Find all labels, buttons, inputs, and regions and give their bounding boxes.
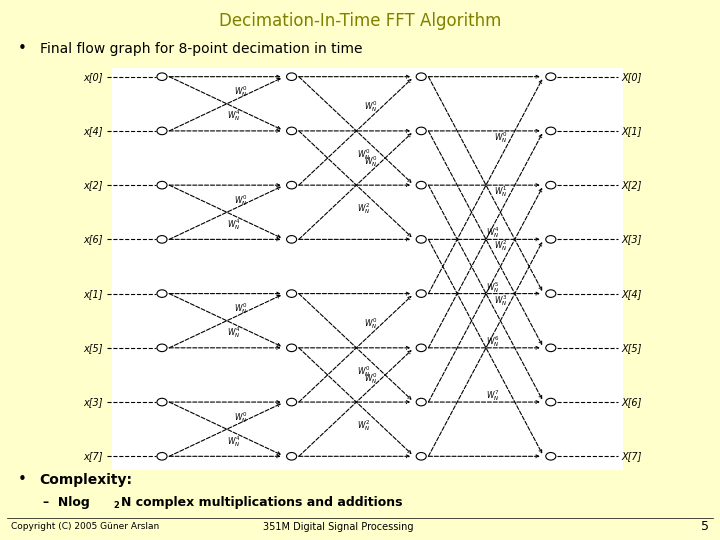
Text: •: • <box>18 41 27 56</box>
Circle shape <box>546 344 556 352</box>
Text: Decimation-In-Time FFT Algorithm: Decimation-In-Time FFT Algorithm <box>219 11 501 30</box>
Circle shape <box>157 399 167 406</box>
Text: $W_N^{0}$: $W_N^{0}$ <box>364 371 377 386</box>
Circle shape <box>157 127 167 134</box>
Text: $W_N^{2}$: $W_N^{2}$ <box>494 239 507 253</box>
Circle shape <box>546 235 556 243</box>
Circle shape <box>416 235 426 243</box>
Text: X[3]: X[3] <box>621 234 642 245</box>
Text: $W_N^{0}$: $W_N^{0}$ <box>364 316 377 332</box>
Circle shape <box>416 73 426 80</box>
Circle shape <box>287 453 297 460</box>
Text: x[2]: x[2] <box>84 180 103 190</box>
Text: 351M Digital Signal Processing: 351M Digital Signal Processing <box>263 522 414 531</box>
Circle shape <box>416 290 426 298</box>
Circle shape <box>416 399 426 406</box>
Text: Copyright (C) 2005 Güner Arslan: Copyright (C) 2005 Güner Arslan <box>11 522 159 531</box>
Circle shape <box>287 399 297 406</box>
Text: x[7]: x[7] <box>84 451 103 461</box>
Circle shape <box>546 127 556 134</box>
Text: x[4]: x[4] <box>84 126 103 136</box>
Text: $W_N^{4}$: $W_N^{4}$ <box>487 225 500 240</box>
Circle shape <box>416 127 426 134</box>
Text: X[5]: X[5] <box>621 343 642 353</box>
Bar <box>112 68 623 470</box>
Text: x[5]: x[5] <box>84 343 103 353</box>
Text: X[2]: X[2] <box>621 180 642 190</box>
Text: $W_N^{4}$: $W_N^{4}$ <box>228 217 240 232</box>
Text: $W_N^{4}$: $W_N^{4}$ <box>228 325 240 340</box>
Text: 2: 2 <box>114 502 120 510</box>
Text: x[0]: x[0] <box>84 72 103 82</box>
Text: •: • <box>18 472 27 487</box>
Text: $W_N^{0}$: $W_N^{0}$ <box>364 99 377 114</box>
Text: $W_N^{0}$: $W_N^{0}$ <box>235 301 248 316</box>
Circle shape <box>546 290 556 298</box>
Text: $W_N^{5}$: $W_N^{5}$ <box>487 280 500 294</box>
Circle shape <box>157 181 167 189</box>
Text: 5: 5 <box>701 520 709 533</box>
Text: $W_N^{4}$: $W_N^{4}$ <box>228 434 240 449</box>
Text: $W_N^{0}$: $W_N^{0}$ <box>364 154 377 168</box>
Circle shape <box>287 290 297 298</box>
Circle shape <box>416 181 426 189</box>
Text: $W_N^{7}$: $W_N^{7}$ <box>487 388 500 403</box>
Text: x[6]: x[6] <box>84 234 103 245</box>
Circle shape <box>546 181 556 189</box>
Text: x[1]: x[1] <box>84 288 103 299</box>
Text: –  Nlog: – Nlog <box>43 496 90 509</box>
Circle shape <box>157 453 167 460</box>
Text: $W_N^{0}$: $W_N^{0}$ <box>235 84 248 99</box>
Circle shape <box>287 181 297 189</box>
Circle shape <box>287 344 297 352</box>
Circle shape <box>287 235 297 243</box>
Text: X[1]: X[1] <box>621 126 642 136</box>
Text: $W_N^{6}$: $W_N^{6}$ <box>487 334 500 349</box>
Circle shape <box>546 73 556 80</box>
Text: x[3]: x[3] <box>84 397 103 407</box>
Text: $W_N^{2}$: $W_N^{2}$ <box>357 201 370 217</box>
Circle shape <box>546 453 556 460</box>
Text: $W_N^{0}$: $W_N^{0}$ <box>494 130 507 145</box>
Circle shape <box>416 344 426 352</box>
Text: X[4]: X[4] <box>621 288 642 299</box>
Text: $W_N^{3}$: $W_N^{3}$ <box>494 293 507 308</box>
Circle shape <box>157 235 167 243</box>
Text: $W_N^{4}$: $W_N^{4}$ <box>228 109 240 123</box>
Circle shape <box>157 344 167 352</box>
Text: $W_N^{0}$: $W_N^{0}$ <box>235 410 248 424</box>
Text: X[0]: X[0] <box>621 72 642 82</box>
Text: X[7]: X[7] <box>621 451 642 461</box>
Circle shape <box>157 290 167 298</box>
Text: $W_N^{0}$: $W_N^{0}$ <box>235 193 248 208</box>
Circle shape <box>546 399 556 406</box>
Text: X[6]: X[6] <box>621 397 642 407</box>
Circle shape <box>157 73 167 80</box>
Circle shape <box>287 73 297 80</box>
Text: Complexity:: Complexity: <box>40 472 132 487</box>
Circle shape <box>416 453 426 460</box>
Text: $W_N^{1}$: $W_N^{1}$ <box>494 184 507 199</box>
Text: $W_N^{2}$: $W_N^{2}$ <box>357 418 370 434</box>
Text: Final flow graph for 8-point decimation in time: Final flow graph for 8-point decimation … <box>40 42 362 56</box>
Text: N complex multiplications and additions: N complex multiplications and additions <box>121 496 402 509</box>
Text: $W_N^{0}$: $W_N^{0}$ <box>357 364 370 379</box>
Circle shape <box>287 127 297 134</box>
Text: $W_N^{0}$: $W_N^{0}$ <box>357 147 370 162</box>
